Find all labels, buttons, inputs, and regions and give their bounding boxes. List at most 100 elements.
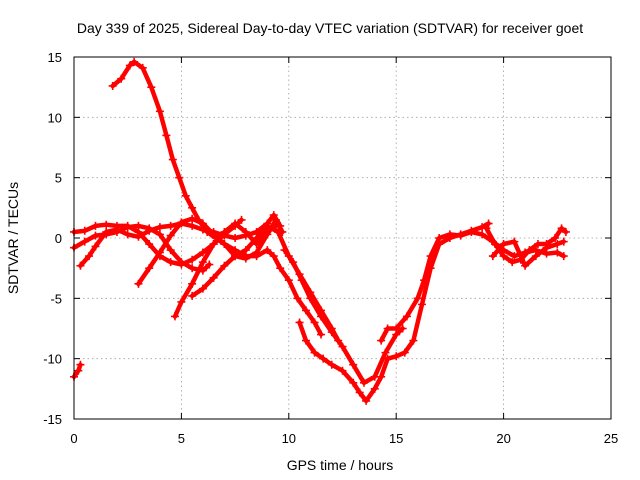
data-point	[280, 246, 289, 255]
data-point	[499, 252, 508, 261]
data-point	[508, 258, 517, 267]
data-point	[175, 173, 184, 182]
data-point	[269, 211, 278, 220]
data-point	[445, 230, 454, 239]
data-point	[420, 276, 429, 285]
data-point	[166, 246, 175, 255]
data-point	[297, 276, 306, 285]
data-point	[510, 237, 519, 246]
data-point	[231, 219, 240, 228]
data-point	[409, 336, 418, 345]
data-point	[134, 227, 143, 236]
data-point	[263, 246, 272, 255]
data-point	[205, 260, 214, 269]
data-point	[170, 312, 179, 321]
data-point	[392, 324, 401, 333]
data-point	[525, 246, 534, 255]
data-point	[147, 83, 156, 92]
series-line	[110, 59, 324, 337]
data-point	[198, 248, 207, 257]
data-point	[392, 352, 401, 361]
data-point	[74, 366, 83, 375]
data-point	[188, 214, 197, 223]
data-point	[467, 227, 476, 236]
data-point	[220, 240, 229, 249]
x-axis-title: GPS time / hours	[287, 457, 394, 473]
data-point	[134, 279, 143, 288]
data-point	[435, 234, 444, 242]
data-point	[181, 191, 190, 200]
data-point	[484, 219, 493, 228]
data-point	[295, 318, 304, 327]
data-point	[456, 231, 465, 240]
x-tick-label: 20	[496, 431, 510, 446]
data-point	[301, 336, 310, 345]
data-point	[91, 242, 100, 251]
data-point	[91, 231, 100, 240]
data-point	[80, 237, 89, 246]
data-point	[488, 252, 497, 261]
data-point	[123, 230, 132, 239]
data-point	[76, 261, 85, 270]
series-arc-6	[134, 214, 287, 288]
data-point	[293, 294, 302, 303]
data-point	[241, 254, 250, 263]
data-point	[542, 243, 551, 252]
data-point	[413, 294, 422, 303]
data-point	[166, 221, 175, 230]
data-point	[557, 224, 566, 233]
x-tick-labels: 0 5 10 15 20 25	[70, 431, 618, 446]
data-point	[188, 279, 197, 288]
data-point	[362, 396, 371, 405]
data-point	[338, 342, 347, 351]
series-arc-11	[377, 227, 568, 345]
data-point	[209, 230, 218, 239]
series-arc-3	[70, 221, 214, 275]
data-point	[317, 312, 326, 321]
data-point	[559, 237, 568, 246]
x-tick-label: 15	[389, 431, 403, 446]
data-point	[188, 203, 197, 212]
series-line	[297, 221, 491, 404]
data-point	[209, 273, 218, 282]
data-point	[306, 294, 315, 303]
data-point	[155, 230, 164, 239]
data-point	[138, 63, 147, 72]
data-point	[317, 330, 326, 339]
chart-title: Day 339 of 2025, Sidereal Day-to-day VTE…	[77, 20, 583, 36]
series-arc-9	[280, 246, 407, 387]
data-point	[166, 231, 175, 240]
data-point	[400, 348, 409, 357]
data-point	[112, 221, 121, 230]
series-arc-2	[108, 57, 326, 339]
data-point	[231, 234, 240, 242]
data-point	[383, 324, 392, 333]
data-point	[533, 240, 542, 249]
data-point	[417, 300, 426, 309]
data-point	[377, 336, 386, 345]
plot-frame	[73, 56, 612, 420]
data-point	[155, 107, 164, 116]
series-arc-1	[70, 360, 85, 381]
data-point	[188, 264, 197, 273]
data-point	[381, 348, 390, 357]
data-point	[510, 252, 519, 261]
data-point	[231, 252, 240, 261]
data-point	[241, 227, 250, 236]
y-tick-label: 10	[48, 110, 62, 125]
data-point	[130, 57, 139, 66]
series-arc-10	[295, 219, 493, 405]
data-point	[377, 372, 386, 381]
data-point	[177, 260, 186, 269]
data-point	[349, 378, 358, 387]
data-point	[102, 227, 111, 236]
data-point	[289, 258, 298, 267]
y-tick-label: 5	[55, 171, 62, 186]
data-point	[198, 219, 207, 228]
data-point	[80, 226, 89, 235]
data-point	[188, 291, 197, 300]
data-point	[102, 220, 111, 229]
data-point	[91, 221, 100, 230]
data-point	[220, 227, 229, 236]
